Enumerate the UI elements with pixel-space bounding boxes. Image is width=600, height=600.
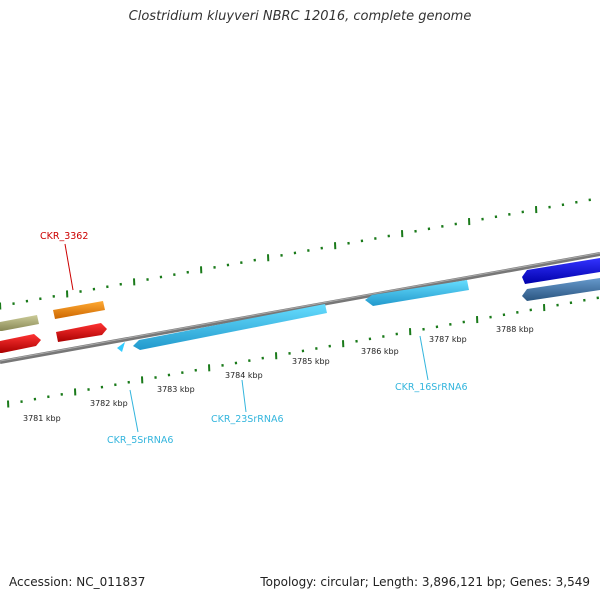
kbp-label: 3784 kbp [225, 371, 263, 380]
genome-backbone [0, 252, 600, 364]
kbp-label: 3783 kbp [157, 385, 195, 394]
label-ckr-5srrna6: CKR_5SrRNA6 [107, 435, 173, 446]
leader-ckr-3362 [64, 243, 74, 291]
genome-summary-text: Topology: circular; Length: 3,896,121 bp… [260, 575, 590, 589]
upper-tick-row [0, 198, 591, 310]
kbp-label: 3786 kbp [361, 347, 399, 356]
gene-blue-fwd[interactable] [522, 258, 600, 284]
gene-steel-rev[interactable] [522, 278, 600, 301]
kbp-label: 3787 kbp [429, 335, 467, 344]
genome-title: Clostridium kluyveri NBRC 12016, complet… [128, 9, 472, 24]
label-ckr-3362: CKR_3362 [40, 231, 88, 242]
genome-backbone-highlight [0, 252, 600, 362]
gene-khaki-fwd[interactable] [0, 315, 39, 331]
gene-ckr-3362[interactable] [53, 301, 105, 319]
label-ckr-16srrna6: CKR_16SrRNA6 [395, 382, 468, 393]
kbp-label: 3781 kbp [23, 414, 61, 423]
leader-ckr-16srrna6 [419, 335, 429, 381]
gene-ckr-23srrna6[interactable] [133, 304, 327, 350]
label-ckr-23srrna6: CKR_23SrRNA6 [211, 414, 284, 425]
kbp-label: 3788 kbp [496, 325, 534, 334]
gene-ckr-16srrna6[interactable] [365, 280, 469, 306]
kbp-label: 3785 kbp [292, 357, 330, 366]
kbp-label: 3782 kbp [90, 399, 128, 408]
leader-ckr-5srrna6 [129, 389, 139, 433]
leader-ckr-23srrna6 [241, 379, 247, 413]
gene-red-rev-1[interactable] [0, 334, 41, 353]
lower-tick-row [7, 296, 599, 408]
gene-ckr-5srrna6[interactable] [117, 342, 125, 352]
accession-text: Accession: NC_011837 [9, 575, 146, 589]
gene-red-rev-2[interactable] [56, 323, 107, 342]
